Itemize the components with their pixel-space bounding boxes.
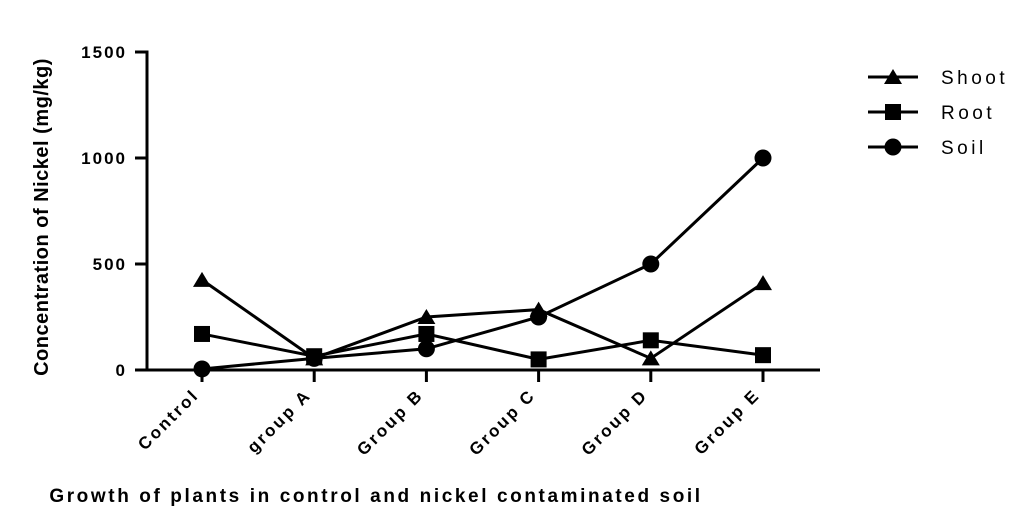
point-shoot-group-e bbox=[754, 275, 772, 291]
y-tick-label-1000: 1000 bbox=[81, 149, 127, 168]
series-line-soil bbox=[201, 156, 765, 371]
legend-item-root: Root bbox=[868, 103, 995, 124]
point-soil-group-d bbox=[642, 255, 660, 273]
point-shoot-group-d bbox=[641, 350, 660, 366]
y-tick-label-0: 0 bbox=[116, 361, 127, 380]
point-soil-control bbox=[193, 360, 211, 378]
point-root-group-e bbox=[755, 347, 771, 364]
x-tick-label-group-b: Group B bbox=[353, 385, 427, 459]
legend-label-shoot: Shoot bbox=[941, 68, 1008, 89]
x-axis-title: Growth of plants in control and nickel c… bbox=[49, 486, 702, 507]
x-tick-label-group-a: group A bbox=[244, 385, 315, 456]
point-root-group-d bbox=[642, 332, 659, 349]
legend-marker-root bbox=[885, 104, 901, 120]
y-ticks: 0 500 1000 1500 bbox=[81, 43, 147, 380]
legend-label-root: Root bbox=[941, 103, 995, 124]
point-root-group-b bbox=[418, 325, 435, 342]
y-axis-title: Concentration of Nickel (mg/kg) bbox=[31, 58, 53, 376]
point-soil-group-c bbox=[530, 308, 548, 326]
legend-marker-shoot bbox=[884, 69, 902, 84]
point-shoot-group-b bbox=[417, 309, 436, 324]
legend-item-shoot: Shoot bbox=[868, 68, 1008, 89]
point-soil-group-e bbox=[754, 149, 772, 167]
x-tick-label-control: Control bbox=[134, 385, 203, 454]
series-soil bbox=[193, 149, 772, 378]
point-soil-group-b bbox=[417, 340, 435, 358]
point-root-control bbox=[194, 325, 210, 342]
point-soil-group-a bbox=[305, 349, 323, 367]
legend-marker-soil bbox=[884, 138, 902, 156]
axes bbox=[145, 50, 820, 372]
legend-label-soil: Soil bbox=[941, 138, 987, 159]
x-tick-label-group-c: Group C bbox=[466, 385, 540, 459]
legend: Shoot Root Soil bbox=[868, 68, 1008, 159]
y-tick-label-500: 500 bbox=[93, 255, 127, 274]
point-root-group-c bbox=[530, 351, 547, 368]
series-line-shoot bbox=[201, 278, 764, 361]
point-shoot-control bbox=[193, 271, 211, 287]
x-tick-label-group-d: Group D bbox=[578, 385, 652, 459]
y-tick-label-1500: 1500 bbox=[81, 43, 127, 62]
series-line-root bbox=[201, 332, 764, 361]
x-ticks: Control group A Group B Group C Group D Group… bbox=[134, 370, 765, 459]
legend-item-soil: Soil bbox=[868, 138, 987, 159]
x-tick-label-group-e: Group E bbox=[691, 385, 764, 458]
series-shoot bbox=[193, 271, 772, 366]
series-layer bbox=[193, 149, 772, 378]
